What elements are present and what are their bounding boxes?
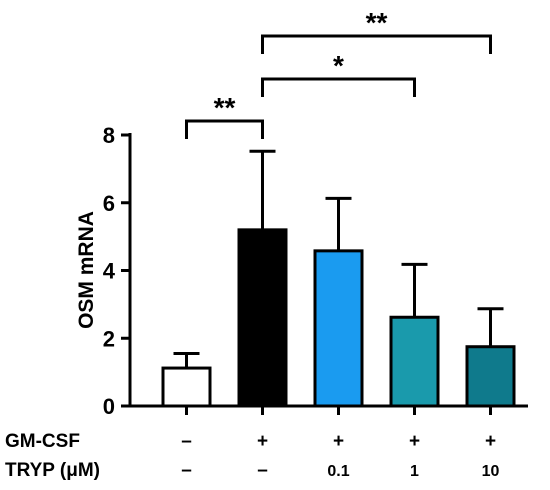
condition-label: GM-CSF: [5, 431, 80, 452]
bar: [465, 345, 516, 408]
bar: [237, 228, 288, 408]
significance-label: *: [333, 50, 344, 81]
condition-value: 1: [410, 463, 419, 480]
bar: [389, 315, 440, 408]
condition-value: –: [257, 460, 268, 481]
condition-value: +: [333, 431, 344, 452]
condition-value: +: [485, 431, 496, 452]
condition-value: 0.1: [327, 463, 349, 480]
condition-value: –: [181, 460, 192, 481]
y-tick-label: 6: [103, 191, 115, 216]
condition-table: GM-CSF – + + + + TRYP (μM) – – 0.1 1 10: [5, 431, 500, 481]
y-tick-label: 2: [103, 326, 115, 351]
significance-bracket: [261, 34, 492, 54]
significance-brackets: *****: [185, 7, 492, 139]
bar: [161, 366, 212, 408]
significance-bracket: [185, 119, 264, 139]
y-tick-label: 8: [103, 123, 115, 148]
bar: [313, 249, 364, 408]
y-axis-label: OSM mRNA: [75, 211, 98, 329]
significance-label: **: [366, 7, 388, 38]
condition-value: +: [409, 431, 420, 452]
y-axis-ticks: 0 2 4 6 8: [103, 123, 130, 419]
significance-label: **: [214, 92, 236, 123]
plot-area: [128, 133, 528, 415]
significance-bracket: [261, 77, 416, 97]
condition-label: TRYP (μM): [5, 460, 100, 481]
condition-value: 10: [482, 463, 500, 480]
condition-value: +: [257, 431, 268, 452]
y-tick-label: 0: [103, 394, 115, 419]
y-tick-label: 4: [103, 259, 116, 284]
condition-value: –: [181, 431, 192, 452]
